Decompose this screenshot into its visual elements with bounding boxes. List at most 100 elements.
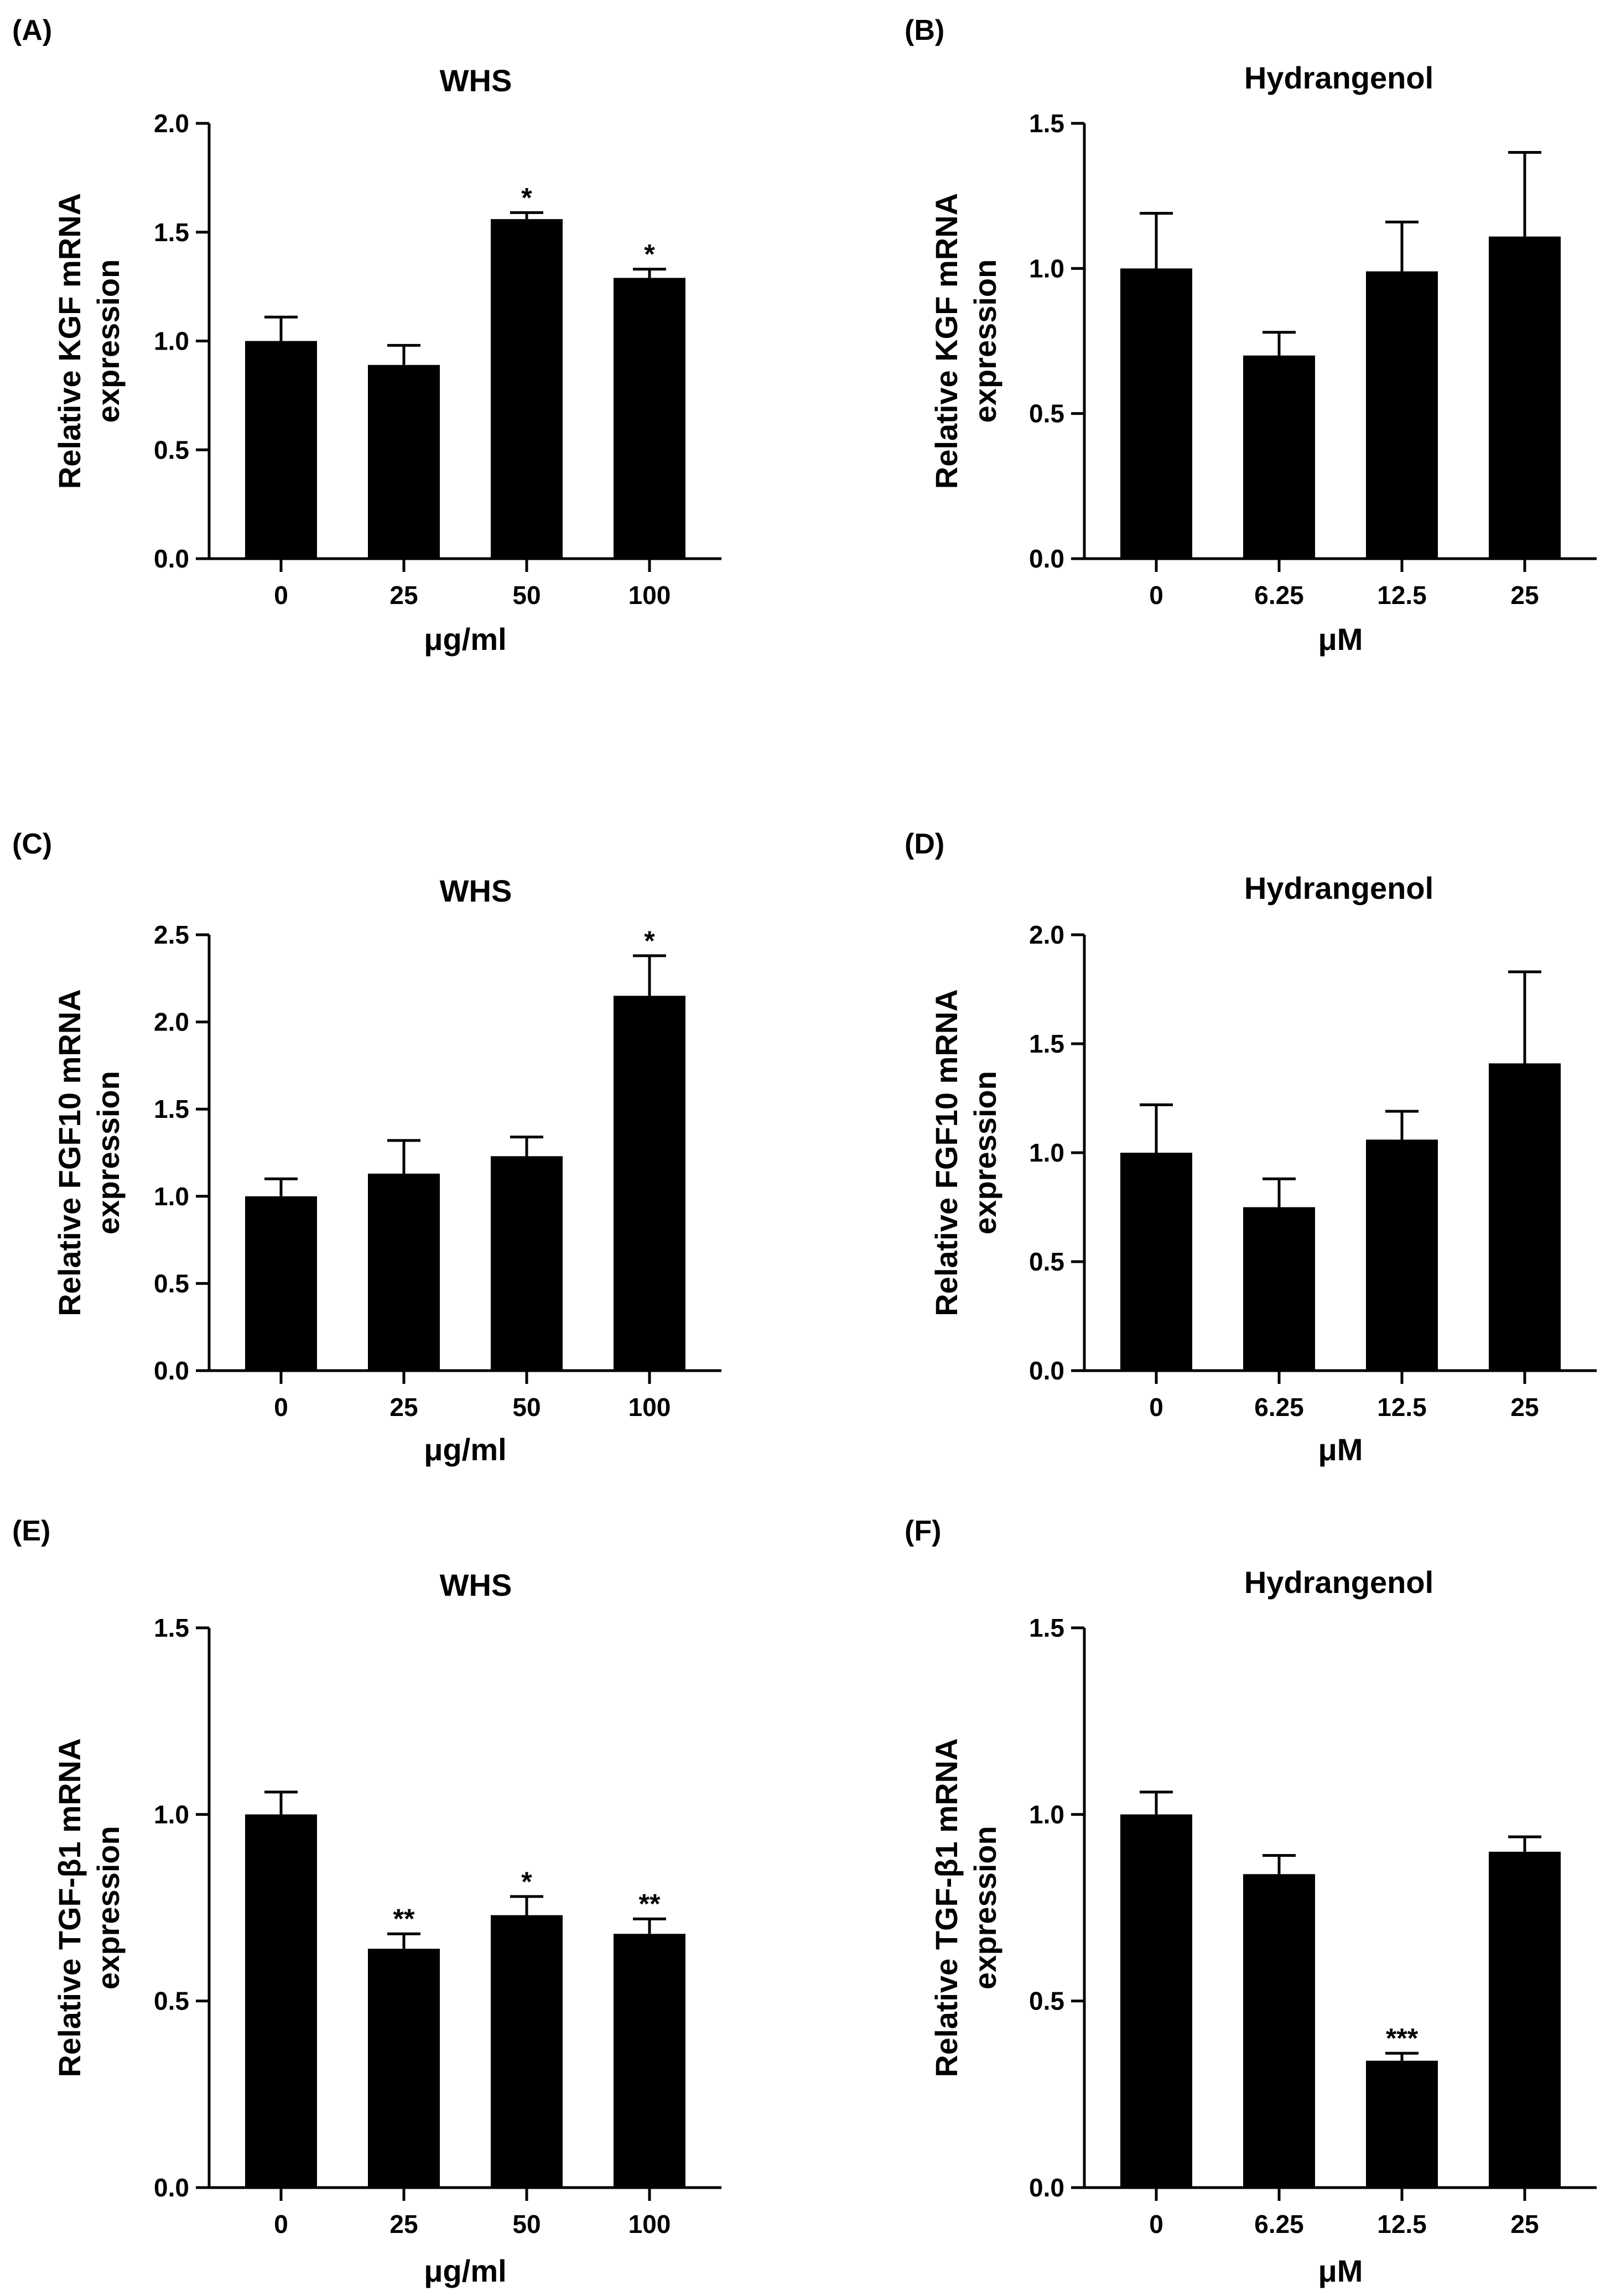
y-tick-label: 1.0 — [1029, 254, 1064, 283]
y-tick-label: 1.5 — [1029, 1029, 1064, 1058]
panel-letter: (A) — [12, 14, 52, 46]
x-tick-label: 25 — [389, 581, 418, 610]
y-tick-label: 0.5 — [1029, 1247, 1064, 1276]
y-axis-label: Relative KGF mRNA expression — [52, 193, 126, 489]
bar — [491, 1156, 563, 1371]
y-tick-label: 1.5 — [1029, 1613, 1064, 1642]
chart-title: WHS — [440, 1568, 512, 1602]
panel-letter: (D) — [905, 828, 944, 860]
y-tick-label: 2.0 — [154, 1008, 189, 1037]
bar — [245, 1196, 317, 1371]
significance-mark: * — [521, 1866, 532, 1897]
y-tick-label: 0.0 — [154, 2173, 189, 2202]
x-axis-label: μM — [1318, 622, 1363, 657]
chart-panel: (E) WHS Relative TGF-β1 mRNA expression μg/m… — [12, 1515, 721, 2288]
x-tick-label: 100 — [628, 2210, 671, 2238]
y-tick-label: 1.5 — [154, 218, 189, 247]
x-axis-label: μg/ml — [424, 622, 506, 657]
bar — [368, 1949, 440, 2188]
bar — [368, 365, 440, 559]
chart-title: WHS — [440, 63, 512, 98]
y-tick-label: 0.0 — [154, 544, 189, 573]
y-tick-label: 0.5 — [154, 435, 189, 464]
bar — [1366, 2060, 1438, 2188]
y-tick-label: 0.5 — [1029, 399, 1064, 428]
x-axis-label: μg/ml — [424, 2253, 506, 2288]
y-axis-label-line1: Relative TGF-β1 mRNA — [929, 1738, 964, 2078]
y-tick-label: 0.0 — [154, 1356, 189, 1385]
x-tick-label: 50 — [512, 1393, 541, 1422]
y-axis-label: Relative KGF mRNA expression — [929, 193, 1002, 489]
x-tick-label: 12.5 — [1377, 581, 1427, 610]
x-tick-label: 6.25 — [1254, 1393, 1304, 1422]
panel-letter: (F) — [905, 1515, 941, 1547]
y-axis-label-line1: Relative FGF10 mRNA — [929, 989, 964, 1316]
bar — [1120, 268, 1192, 559]
y-tick-label: 0.0 — [1029, 544, 1064, 573]
y-axis-label-line1: Relative KGF mRNA — [929, 193, 964, 489]
y-tick-label: 1.0 — [154, 1800, 189, 1829]
panel-letter: (B) — [905, 14, 944, 46]
y-tick-label: 1.0 — [1029, 1138, 1064, 1167]
significance-mark: ** — [639, 1888, 661, 1919]
bar — [245, 341, 317, 559]
bar — [614, 278, 685, 559]
y-axis-label-line1: Relative TGF-β1 mRNA — [52, 1738, 87, 2078]
y-tick-label: 0.0 — [1029, 1356, 1064, 1385]
bar — [245, 1814, 317, 2188]
x-tick-label: 12.5 — [1377, 1393, 1427, 1422]
bar — [1120, 1814, 1192, 2188]
y-tick-label: 2.5 — [154, 920, 189, 949]
chart-panel: (C) WHS Relative FGF10 mRNA expression μg/ml… — [12, 828, 721, 1467]
y-axis-label-line1: Relative KGF mRNA — [52, 193, 87, 489]
x-tick-label: 100 — [628, 581, 671, 610]
y-tick-label: 2.0 — [154, 109, 189, 138]
chart-title: WHS — [440, 873, 512, 908]
bar — [1243, 355, 1315, 559]
y-tick-label: 1.0 — [1029, 1800, 1064, 1829]
bar — [1489, 1063, 1561, 1371]
chart-panel: (B) Hydrangenol Relative KGF mRNA expressio… — [905, 14, 1597, 657]
chart-panel: (F) Hydrangenol Relative TGF-β1 mRNA expres… — [905, 1515, 1597, 2288]
y-tick-label: 1.5 — [1029, 109, 1064, 138]
y-tick-label: 1.5 — [154, 1613, 189, 1642]
y-axis-label: Relative FGF10 mRNA expression — [929, 989, 1002, 1316]
x-tick-label: 0 — [1149, 1393, 1163, 1422]
bar — [1366, 1139, 1438, 1371]
x-tick-label: 6.25 — [1254, 581, 1304, 610]
y-axis-label-line2: expression — [968, 259, 1002, 423]
y-axis-label-line2: expression — [968, 1071, 1002, 1235]
y-axis-label: Relative TGF-β1 mRNA expression — [929, 1738, 1002, 2078]
bar — [368, 1173, 440, 1371]
bar — [1120, 1153, 1192, 1371]
y-tick-label: 0.0 — [1029, 2173, 1064, 2202]
y-axis-label-line1: Relative FGF10 mRNA — [52, 989, 87, 1316]
x-tick-label: 0 — [1149, 581, 1163, 610]
y-axis-label-line2: expression — [91, 259, 126, 423]
y-axis-label: Relative TGF-β1 mRNA expression — [52, 1738, 126, 2078]
chart-panel: (A) WHS Relative KGF mRNA expression μg/ml 0.… — [12, 14, 721, 657]
panel-letter: (C) — [12, 828, 52, 860]
bar — [1243, 1207, 1315, 1371]
y-tick-label: 0.5 — [154, 1269, 189, 1298]
y-tick-label: 0.5 — [154, 1987, 189, 2016]
x-tick-label: 50 — [512, 581, 541, 610]
y-axis-label-line2: expression — [968, 1826, 1002, 1990]
x-axis-label: μg/ml — [424, 1432, 506, 1467]
x-tick-label: 0 — [274, 2210, 288, 2238]
x-tick-label: 12.5 — [1377, 2210, 1427, 2238]
bar — [1489, 1851, 1561, 2188]
y-axis-label: Relative FGF10 mRNA expression — [52, 989, 126, 1316]
y-tick-label: 2.0 — [1029, 920, 1064, 949]
y-tick-label: 1.5 — [154, 1095, 189, 1123]
x-tick-label: 25 — [389, 2210, 418, 2238]
x-tick-label: 0 — [1149, 2210, 1163, 2238]
y-tick-label: 1.0 — [154, 327, 189, 356]
x-tick-label: 25 — [389, 1393, 418, 1422]
y-tick-label: 0.5 — [1029, 1987, 1064, 2016]
x-tick-label: 25 — [1510, 581, 1539, 610]
x-tick-label: 0 — [274, 1393, 288, 1422]
x-tick-label: 25 — [1510, 2210, 1539, 2238]
x-tick-label: 0 — [274, 581, 288, 610]
y-axis-label-line2: expression — [91, 1826, 126, 1990]
